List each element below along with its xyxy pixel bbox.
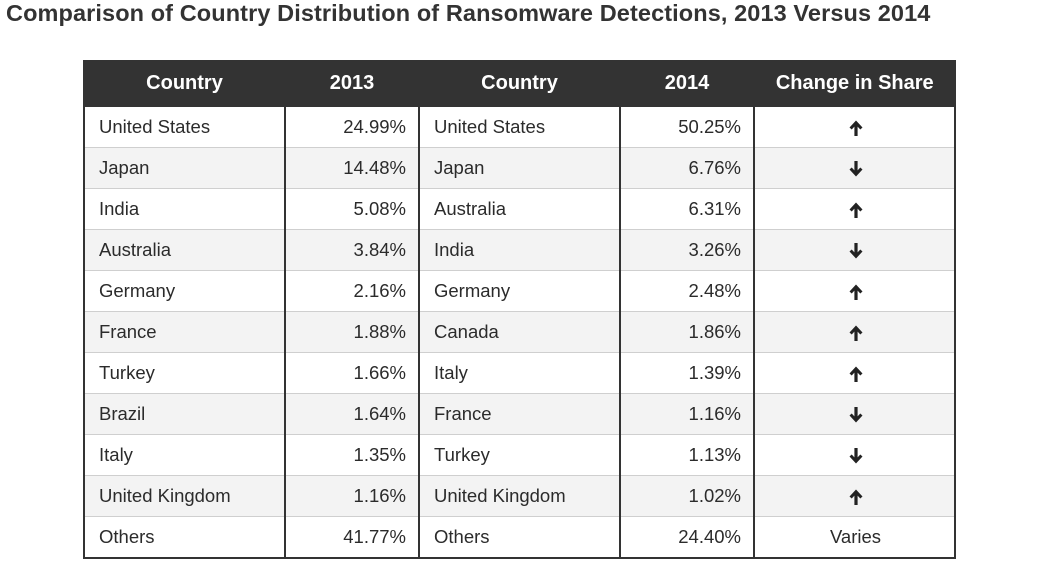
country-2013-cell: Germany <box>83 270 286 312</box>
ransomware-distribution-table: Country 2013 Country 2014 Change in Shar… <box>83 60 956 559</box>
table-row: France 1.88% Canada 1.86% <box>83 311 956 353</box>
value-2013-cell: 24.99% <box>284 105 420 148</box>
change-in-share-cell <box>753 352 956 394</box>
country-2014-cell: United States <box>418 105 621 148</box>
value-2014-cell: 3.26% <box>619 229 755 271</box>
value-2013-cell: 3.84% <box>284 229 420 271</box>
country-2014-cell: Germany <box>418 270 621 312</box>
page-title: Comparison of Country Distribution of Ra… <box>6 0 931 26</box>
change-in-share-cell <box>753 188 956 230</box>
value-2013-cell: 1.64% <box>284 393 420 435</box>
value-2014-cell: 6.76% <box>619 147 755 189</box>
value-2014-cell: 1.39% <box>619 352 755 394</box>
table-row: Germany 2.16% Germany 2.48% <box>83 270 956 312</box>
value-2013-cell: 1.16% <box>284 475 420 517</box>
value-2014-cell: 2.48% <box>619 270 755 312</box>
header-country-2013: Country <box>83 60 286 107</box>
value-2013-cell: 14.48% <box>284 147 420 189</box>
arrow-up-icon <box>848 119 864 137</box>
country-2014-cell: Turkey <box>418 434 621 476</box>
value-2013-cell: 1.88% <box>284 311 420 353</box>
value-2013-cell: 41.77% <box>284 516 420 559</box>
value-2013-cell: 2.16% <box>284 270 420 312</box>
country-2014-cell: Others <box>418 516 621 559</box>
arrow-down-icon <box>848 160 864 178</box>
header-change-in-share: Change in Share <box>753 60 956 107</box>
table-row: United Kingdom 1.16% United Kingdom 1.02% <box>83 475 956 517</box>
value-2013-cell: 5.08% <box>284 188 420 230</box>
arrow-down-icon <box>848 447 864 465</box>
country-2013-cell: United Kingdom <box>83 475 286 517</box>
header-row: Country 2013 Country 2014 Change in Shar… <box>83 60 956 107</box>
country-2014-cell: Canada <box>418 311 621 353</box>
header-2013: 2013 <box>284 60 420 107</box>
country-2013-cell: India <box>83 188 286 230</box>
value-2014-cell: 1.13% <box>619 434 755 476</box>
value-2013-cell: 1.35% <box>284 434 420 476</box>
table-row: United States 24.99% United States 50.25% <box>83 105 956 148</box>
arrow-up-icon <box>848 283 864 301</box>
value-2014-cell: 1.86% <box>619 311 755 353</box>
change-in-share-cell <box>753 147 956 189</box>
value-2014-cell: 1.16% <box>619 393 755 435</box>
value-2014-cell: 50.25% <box>619 105 755 148</box>
change-in-share-cell <box>753 229 956 271</box>
country-2013-cell: Japan <box>83 147 286 189</box>
country-2014-cell: Australia <box>418 188 621 230</box>
table-body: United States 24.99% United States 50.25% Ja… <box>83 105 956 559</box>
value-2013-cell: 1.66% <box>284 352 420 394</box>
table-row: Japan 14.48% Japan 6.76% <box>83 147 956 189</box>
table-row: Others 41.77% Others 24.40% Varies <box>83 516 956 559</box>
arrow-up-icon <box>848 488 864 506</box>
country-2014-cell: France <box>418 393 621 435</box>
country-2013-cell: Italy <box>83 434 286 476</box>
country-2013-cell: Turkey <box>83 352 286 394</box>
arrow-up-icon <box>848 201 864 219</box>
country-2014-cell: United Kingdom <box>418 475 621 517</box>
change-in-share-cell <box>753 393 956 435</box>
country-2014-cell: Italy <box>418 352 621 394</box>
change-in-share-cell <box>753 105 956 148</box>
arrow-up-icon <box>848 324 864 342</box>
table-row: Turkey 1.66% Italy 1.39% <box>83 352 956 394</box>
change-in-share-cell <box>753 311 956 353</box>
value-2014-cell: 1.02% <box>619 475 755 517</box>
country-2014-cell: Japan <box>418 147 621 189</box>
header-2014: 2014 <box>619 60 755 107</box>
value-2014-cell: 24.40% <box>619 516 755 559</box>
change-in-share-cell: Varies <box>753 516 956 559</box>
table-row: India 5.08% Australia 6.31% <box>83 188 956 230</box>
table-row: Brazil 1.64% France 1.16% <box>83 393 956 435</box>
country-2013-cell: Others <box>83 516 286 559</box>
change-in-share-cell <box>753 434 956 476</box>
country-2013-cell: Brazil <box>83 393 286 435</box>
country-2013-cell: France <box>83 311 286 353</box>
change-label: Varies <box>829 526 882 547</box>
change-in-share-cell <box>753 270 956 312</box>
arrow-up-icon <box>848 365 864 383</box>
country-2013-cell: United States <box>83 105 286 148</box>
table-row: Australia 3.84% India 3.26% <box>83 229 956 271</box>
table-row: Italy 1.35% Turkey 1.13% <box>83 434 956 476</box>
country-2013-cell: Australia <box>83 229 286 271</box>
change-in-share-cell <box>753 475 956 517</box>
arrow-down-icon <box>848 406 864 424</box>
arrow-down-icon <box>848 242 864 260</box>
country-2014-cell: India <box>418 229 621 271</box>
header-country-2014: Country <box>418 60 621 107</box>
value-2014-cell: 6.31% <box>619 188 755 230</box>
